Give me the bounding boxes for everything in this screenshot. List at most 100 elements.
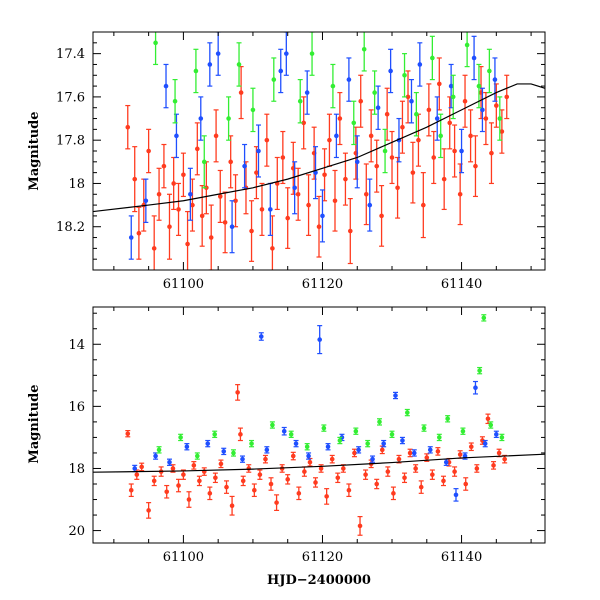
data-point-red (181, 472, 186, 477)
data-point-blue (174, 133, 179, 139)
data-point-blue (184, 444, 190, 450)
data-point-green (304, 444, 310, 450)
data-point-blue (205, 441, 211, 446)
data-point-red (125, 431, 131, 436)
data-point-blue (198, 116, 204, 121)
data-point-red (430, 472, 435, 477)
data-point-red (254, 170, 259, 175)
data-point-red (494, 103, 499, 108)
data-point-green (337, 438, 343, 443)
data-point-green (153, 40, 158, 46)
data-point-blue (306, 453, 311, 459)
data-point-blue (207, 62, 213, 67)
data-point-red (405, 94, 411, 100)
data-point-red (374, 163, 380, 169)
x-tick-label: 61140 (441, 550, 482, 565)
data-point-red (421, 202, 426, 208)
data-point-red (435, 449, 441, 454)
data-point-red (128, 487, 134, 493)
x-tick-label: 61140 (441, 277, 482, 292)
data-point-red (413, 466, 418, 471)
data-point-blue (153, 453, 158, 459)
series-green (153, 32, 503, 189)
data-point-blue (482, 441, 488, 446)
data-point-red (485, 416, 491, 422)
data-point-red (156, 191, 162, 197)
data-point-green (421, 425, 427, 431)
data-point-red (290, 453, 296, 459)
data-point-green (487, 68, 492, 74)
data-point-red (483, 116, 489, 121)
data-point-blue (409, 98, 414, 104)
trend-curve (93, 83, 545, 213)
data-point-red (363, 472, 368, 477)
data-point-red (264, 137, 270, 143)
data-point-red (295, 191, 301, 197)
data-point-green (195, 453, 200, 459)
data-point-blue (417, 62, 423, 67)
data-point-blue (278, 68, 284, 74)
data-point-green (236, 62, 242, 67)
data-point-red (170, 466, 176, 471)
data-point-red (313, 480, 318, 485)
data-point-blue (346, 77, 352, 82)
data-point-red (280, 155, 286, 160)
data-point-green (460, 428, 466, 434)
data-point-blue (448, 83, 454, 89)
data-point-red (437, 81, 442, 87)
data-point-red (473, 163, 478, 169)
data-point-blue (188, 191, 193, 197)
data-point-red (480, 438, 485, 443)
data-point-green (288, 432, 294, 437)
data-point-red (402, 475, 407, 481)
data-point-red (190, 202, 195, 208)
data-point-red (249, 228, 254, 234)
data-point-red (491, 463, 496, 468)
data-point-blue (325, 444, 331, 450)
data-point-blue (293, 441, 299, 446)
data-point-red (389, 155, 395, 160)
data-point-green (172, 98, 178, 104)
data-point-blue (434, 116, 440, 121)
data-point-red (257, 472, 263, 477)
data-point-blue (264, 447, 270, 453)
data-point-red (418, 484, 424, 490)
plot-frame (92, 306, 546, 544)
data-point-blue (258, 334, 264, 339)
data-point-red (407, 450, 413, 456)
data-point-red (357, 523, 363, 529)
data-point-blue (453, 492, 459, 498)
data-point-red (391, 491, 396, 496)
data-point-red (224, 484, 229, 490)
data-point-blue (473, 385, 478, 391)
data-point-red (384, 111, 390, 117)
data-point-red (496, 450, 502, 456)
data-point-red (146, 508, 151, 513)
data-point-red (327, 137, 332, 143)
data-point-green (372, 90, 377, 95)
y-tick-label: 14 (68, 338, 85, 353)
data-point-red (316, 224, 322, 230)
y-tick-label: 16 (68, 400, 85, 415)
data-point-red (246, 466, 252, 471)
data-point-red (167, 224, 172, 230)
data-point-red (385, 469, 391, 474)
data-point-red (352, 450, 357, 456)
data-point-green (499, 435, 505, 440)
data-point-green (193, 68, 199, 74)
data-point-red (474, 466, 480, 471)
data-point-red (307, 459, 313, 465)
data-point-green (353, 428, 359, 434)
data-point-red (197, 478, 202, 484)
data-point-red (332, 198, 338, 204)
y-tick-label: 18.2 (56, 220, 85, 235)
data-point-blue (317, 337, 322, 342)
data-point-red (457, 452, 463, 457)
data-point-blue (256, 148, 261, 154)
data-point-green (365, 441, 370, 446)
data-point-red (343, 176, 348, 182)
data-point-red (431, 155, 437, 160)
data-point-green (361, 47, 367, 52)
series-blue (128, 32, 498, 260)
